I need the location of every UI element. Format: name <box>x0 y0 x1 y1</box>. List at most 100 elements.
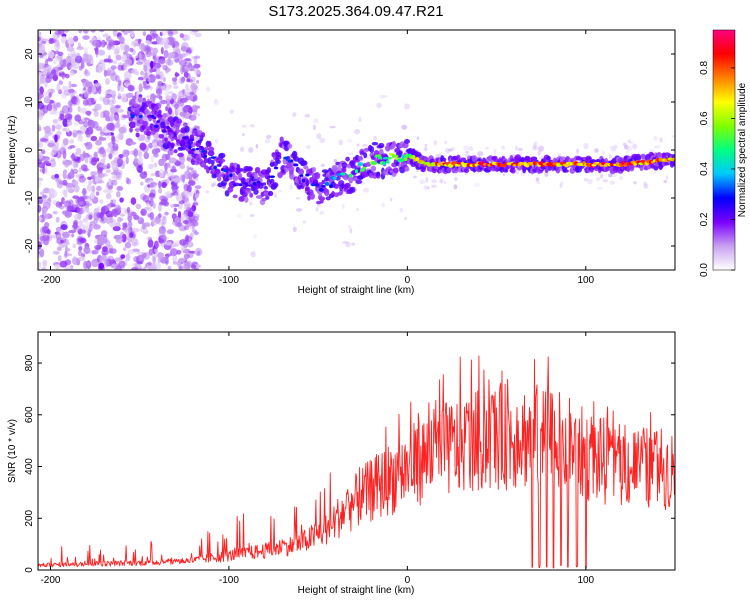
spectrogram-noise-cell <box>277 189 282 193</box>
spectrogram-ridge-halo <box>350 165 358 169</box>
spectrogram-ridge-core <box>340 172 346 176</box>
spectrogram-noise-cell <box>83 260 88 270</box>
spectrogram-ridge-halo <box>207 150 215 157</box>
spectrogram-noise-cell <box>424 143 428 147</box>
spectrogram-noise-cell <box>55 201 63 208</box>
spectrogram-noise-cell <box>116 191 121 198</box>
spectrogram-noise-cell <box>97 172 105 178</box>
spectrogram-noise-cell <box>608 173 613 178</box>
spectrogram-ridge-halo <box>200 132 206 138</box>
spectrogram-noise-cell <box>129 141 137 145</box>
spectrogram-noise-cell <box>38 152 44 160</box>
spectrogram-noise-cell <box>132 227 140 233</box>
spectrogram-ridge-halo <box>546 156 551 160</box>
spectrogram-noise-cell <box>148 142 153 149</box>
spectrogram-noise-cell <box>134 262 138 269</box>
spectrogram-noise-cell <box>82 35 90 40</box>
spectrogram-noise-cell <box>163 49 169 59</box>
spectrogram-noise-cell <box>83 120 89 128</box>
spectrogram-noise-cell <box>296 208 303 212</box>
spectrogram-noise-cell <box>116 186 124 191</box>
spectrogram-noise-cell <box>90 97 95 102</box>
colorbar-tick-label: 0.2 <box>699 212 710 226</box>
spectrogram-noise-cell <box>165 153 171 161</box>
spectrogram-noise-cell <box>58 243 66 248</box>
spectrogram-noise-cell <box>45 64 52 71</box>
spectrogram-ridge-halo <box>184 125 190 133</box>
spectrogram-noise-cell <box>103 69 108 77</box>
spectrogram-noise-cell <box>182 105 189 114</box>
spectrogram-noise-cell <box>106 122 115 131</box>
spectrogram-noise-cell <box>435 153 442 159</box>
spectrogram-noise-cell <box>174 71 179 78</box>
spectrogram-noise-cell <box>191 173 199 179</box>
spectrogram-noise-cell <box>111 134 115 142</box>
spectrogram-noise-cell <box>72 257 79 266</box>
spectrogram-noise-cell <box>164 253 173 257</box>
spectrogram-noise-cell <box>485 146 489 150</box>
spectrogram-noise-cell <box>189 95 194 101</box>
spectrogram-noise-cell <box>100 158 106 164</box>
snr-axes: -200 -100 0 100 0 200 400 600 800 <box>24 332 675 586</box>
spectrogram-ridge-core <box>371 161 378 165</box>
spectrogram-noise-cell <box>145 46 154 52</box>
spectrogram-noise-cell <box>89 250 98 255</box>
spectrogram-ytick-label: -10 <box>24 190 35 205</box>
spectrogram-noise-cell <box>64 161 70 168</box>
spectrogram-noise-cell <box>193 231 199 236</box>
spectrogram-noise-cell <box>145 40 151 44</box>
colorbar-tick-label: 0.4 <box>699 162 710 176</box>
spectrogram-noise-cell <box>194 55 201 59</box>
spectrogram-noise-cell <box>147 261 152 267</box>
spectrogram-ridge-core <box>252 182 257 186</box>
spectrogram-noise-cell <box>295 197 301 200</box>
spectrogram-noise-cell <box>152 203 156 209</box>
spectrogram-noise-cell <box>62 210 66 215</box>
spectrogram-noise-cell <box>109 217 114 224</box>
spectrogram-noise-cell <box>173 177 182 184</box>
spectrogram-ridge-halo <box>180 143 187 151</box>
spectrogram-noise-cell <box>122 149 130 158</box>
spectrogram-noise-cell <box>62 179 68 186</box>
spectrogram-ridge-core <box>201 150 206 153</box>
spectrogram-ridge-halo <box>210 159 215 166</box>
spectrogram-noise-cell <box>130 30 135 38</box>
spectrogram-noise-cell <box>87 119 96 129</box>
spectrogram-ridge-core <box>375 154 381 158</box>
spectrogram-noise-cell <box>50 88 54 94</box>
spectrogram-ridge-core <box>266 175 271 180</box>
spectrogram-noise-cell <box>601 149 605 155</box>
spectrogram-noise-cell <box>44 207 48 213</box>
spectrogram-noise-cell <box>619 176 624 181</box>
spectrogram-noise-cell <box>153 163 158 168</box>
spectrogram-noise-cell <box>85 81 93 88</box>
spectrogram-noise-cell <box>194 32 202 38</box>
spectrogram-noise-cell <box>82 188 87 196</box>
spectrogram-ridge-halo <box>162 113 167 119</box>
spectrogram-ridge-core <box>324 181 330 186</box>
spectrogram-noise-cell <box>93 151 98 159</box>
spectrogram-ridge-halo <box>239 168 244 172</box>
spectrogram-noise-cell <box>41 226 50 234</box>
spectrogram-noise-cell <box>67 106 73 113</box>
spectrogram-ridge-halo <box>392 167 399 174</box>
figure-title: S173.2025.364.09.47.R21 <box>268 3 443 20</box>
spectrogram-noise-cell <box>164 91 169 97</box>
spectrogram-ridge-halo <box>133 102 138 108</box>
spectrogram-noise-cell <box>188 180 196 186</box>
spectrogram-noise-cell <box>148 237 153 241</box>
spectrogram-ridge-core <box>170 133 174 138</box>
spectrogram-ridge-halo <box>555 167 561 174</box>
spectrogram-noise-cell <box>52 118 61 126</box>
spectrogram-noise-cell <box>40 239 45 244</box>
snr-plot: -200 -100 0 100 0 200 400 600 800 Height of stra… <box>7 331 676 596</box>
spectrogram-ridge-halo <box>353 177 358 181</box>
spectrogram-noise-cell <box>170 204 175 208</box>
spectrogram-noise-cell <box>147 239 154 248</box>
spectrogram-noise-cell <box>149 85 153 91</box>
spectrogram-noise-cell <box>532 145 538 151</box>
spectrogram-noise-cell <box>40 191 45 196</box>
spectrogram-noise-cell <box>274 193 278 199</box>
spectrogram-heatmap <box>38 30 675 270</box>
spectrogram-noise-cell <box>105 169 112 173</box>
